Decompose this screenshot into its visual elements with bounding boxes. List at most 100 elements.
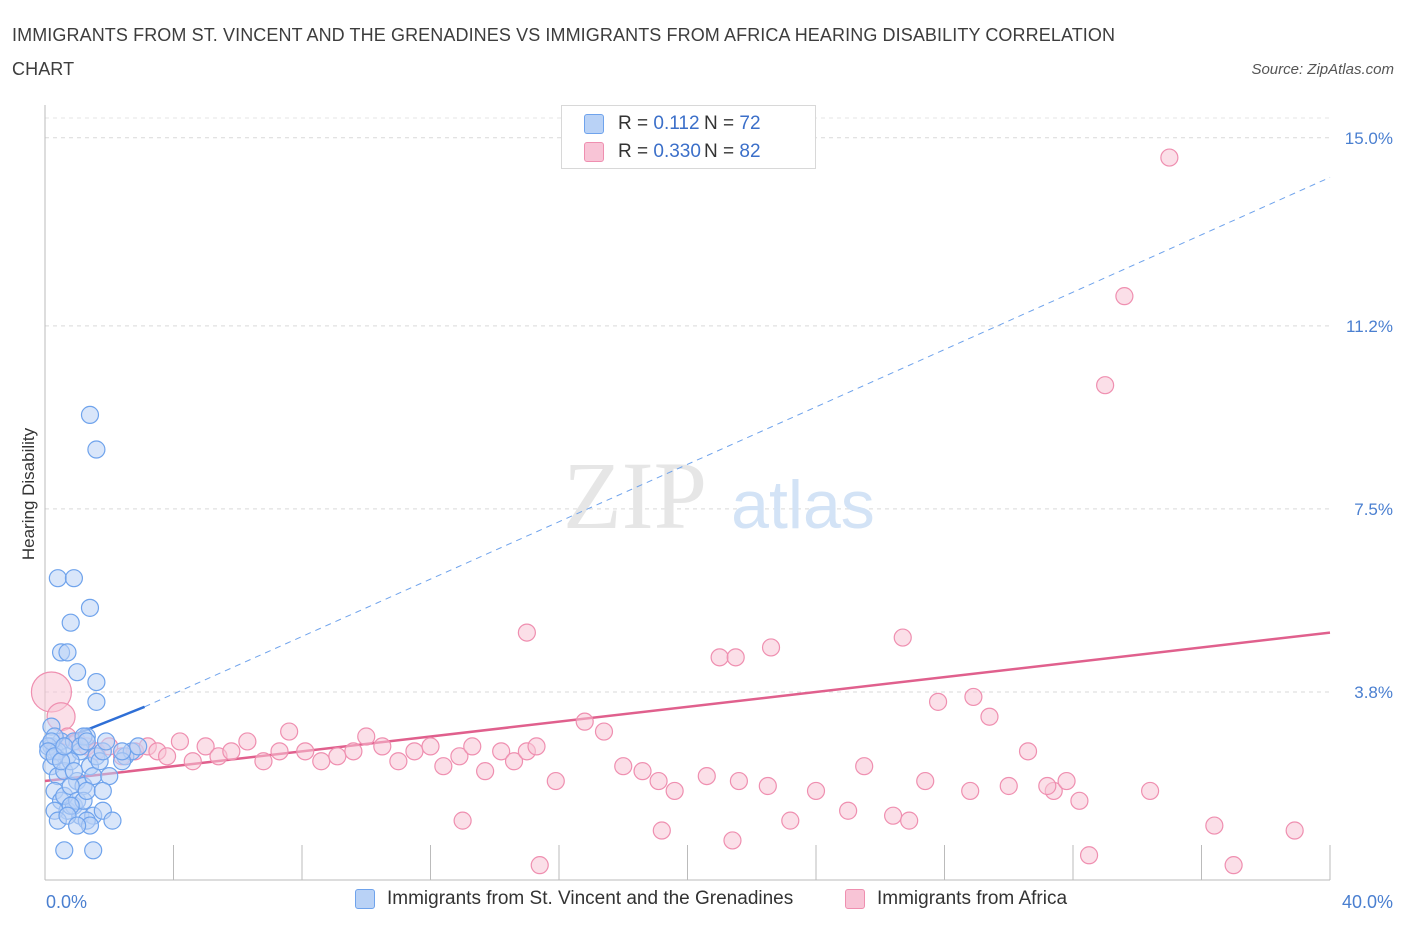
point-africa bbox=[170, 732, 190, 751]
correlation-legend: R = 0.112 N = 72 R = 0.330 N = 82 bbox=[561, 105, 816, 169]
point-africa bbox=[999, 776, 1018, 796]
point-st-vincent bbox=[103, 811, 122, 830]
point-africa bbox=[1038, 776, 1057, 796]
y-axis-label: Hearing Disability bbox=[19, 427, 38, 560]
point-africa bbox=[280, 722, 299, 741]
legend-row-series1: R = 0.112 N = 72 bbox=[584, 111, 761, 137]
point-st-vincent bbox=[112, 742, 132, 761]
point-st-vincent bbox=[84, 841, 103, 860]
point-st-vincent bbox=[80, 405, 100, 424]
point-africa bbox=[1160, 148, 1179, 167]
point-africa bbox=[328, 747, 347, 766]
point-africa bbox=[652, 821, 671, 840]
point-st-vincent bbox=[80, 598, 100, 617]
point-africa bbox=[916, 771, 935, 791]
point-africa bbox=[723, 831, 742, 850]
x-tick-label-max: 40.0% bbox=[1342, 892, 1393, 912]
legend-r-label: R = bbox=[618, 113, 654, 134]
point-africa bbox=[463, 737, 482, 756]
legend-swatch-pink bbox=[584, 142, 604, 162]
point-africa bbox=[594, 722, 614, 741]
data-points bbox=[30, 148, 1304, 875]
legend-label: Immigrants from Africa bbox=[877, 888, 1068, 909]
point-st-vincent bbox=[68, 816, 87, 835]
point-st-vincent bbox=[55, 737, 74, 756]
point-africa bbox=[893, 628, 912, 647]
point-st-vincent bbox=[68, 663, 87, 682]
y-tick-label: 3.8% bbox=[1354, 683, 1393, 702]
point-africa bbox=[517, 623, 536, 642]
legend-r-label: R = bbox=[618, 141, 654, 162]
point-africa bbox=[665, 781, 684, 801]
point-st-vincent bbox=[77, 781, 96, 801]
watermark-zip: ZIP bbox=[563, 442, 707, 549]
source-label: Source: ZipAtlas.com bbox=[1251, 61, 1394, 78]
point-africa bbox=[296, 742, 315, 761]
watermark: ZIP atlas bbox=[563, 442, 875, 549]
point-st-vincent bbox=[58, 643, 77, 662]
legend-r-value: 0.112 bbox=[653, 113, 700, 134]
point-africa bbox=[697, 766, 716, 786]
point-st-vincent bbox=[129, 737, 148, 756]
point-africa bbox=[575, 712, 594, 731]
legend-swatch-blue bbox=[584, 114, 604, 134]
point-africa bbox=[238, 732, 257, 751]
point-africa bbox=[453, 811, 472, 830]
point-africa bbox=[928, 692, 948, 711]
point-africa bbox=[476, 762, 495, 781]
point-africa bbox=[434, 757, 453, 776]
point-africa bbox=[504, 752, 524, 771]
point-africa bbox=[1096, 376, 1115, 395]
point-st-vincent bbox=[48, 569, 67, 588]
point-africa bbox=[312, 752, 331, 771]
y-tick-label: 7.5% bbox=[1354, 500, 1393, 519]
point-africa bbox=[344, 742, 363, 761]
legend-n-value: 82 bbox=[739, 141, 761, 162]
legend-r-value: 0.330 bbox=[653, 141, 701, 162]
point-africa bbox=[883, 806, 903, 825]
grid-lines bbox=[45, 117, 1330, 693]
point-africa bbox=[492, 742, 511, 761]
point-africa bbox=[781, 811, 800, 830]
point-africa bbox=[421, 737, 440, 756]
point-africa bbox=[761, 638, 781, 657]
point-st-vincent bbox=[87, 440, 106, 459]
y-tick-label: 11.2% bbox=[1346, 317, 1393, 336]
legend-swatch-pink bbox=[845, 889, 865, 909]
point-africa bbox=[389, 752, 408, 771]
legend-n-label: N = bbox=[704, 113, 740, 134]
legend-n-value: 72 bbox=[739, 113, 761, 134]
legend-item-africa[interactable]: Immigrants from Africa bbox=[845, 888, 1067, 910]
point-africa bbox=[157, 747, 177, 766]
point-africa bbox=[222, 742, 241, 761]
trend-line-st-vincent-dashed bbox=[144, 176, 1331, 708]
point-africa bbox=[726, 648, 745, 667]
point-africa bbox=[710, 648, 729, 667]
point-africa bbox=[373, 737, 392, 756]
point-africa bbox=[254, 752, 273, 771]
point-st-vincent bbox=[55, 841, 74, 860]
point-africa bbox=[183, 752, 202, 771]
point-africa bbox=[196, 737, 215, 756]
point-africa bbox=[1057, 771, 1076, 791]
point-africa bbox=[900, 811, 919, 830]
point-africa bbox=[546, 771, 565, 791]
series-legend: Immigrants from St. Vincent and the Gren… bbox=[0, 888, 1406, 918]
legend-item-st-vincent[interactable]: Immigrants from St. Vincent and the Gren… bbox=[355, 888, 793, 910]
point-africa bbox=[1018, 742, 1038, 761]
point-africa bbox=[357, 727, 376, 746]
point-africa bbox=[405, 742, 424, 761]
point-st-vincent bbox=[61, 613, 80, 632]
tick-labels: 3.8% 7.5% 11.2% 15.0% 0.0% 40.0% bbox=[46, 129, 1393, 912]
point-st-vincent bbox=[87, 692, 106, 711]
point-africa bbox=[839, 801, 858, 820]
point-st-vincent bbox=[77, 732, 96, 751]
point-africa bbox=[450, 747, 469, 766]
point-africa bbox=[1070, 791, 1089, 810]
point-africa bbox=[530, 856, 549, 875]
point-africa bbox=[1140, 781, 1160, 801]
axes bbox=[44, 105, 1331, 881]
point-africa bbox=[1285, 821, 1304, 840]
x-tick-label-min: 0.0% bbox=[46, 892, 87, 912]
